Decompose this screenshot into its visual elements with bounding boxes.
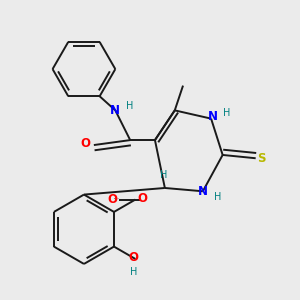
Text: H: H bbox=[125, 101, 133, 111]
Text: H: H bbox=[223, 108, 231, 118]
Text: O: O bbox=[137, 192, 147, 205]
Text: S: S bbox=[257, 152, 266, 165]
Text: H: H bbox=[130, 266, 137, 277]
Text: O: O bbox=[129, 251, 139, 264]
Text: N: N bbox=[198, 185, 208, 198]
Text: H: H bbox=[214, 192, 221, 202]
Text: H: H bbox=[160, 170, 167, 180]
Text: N: N bbox=[208, 110, 218, 124]
Text: methoxy: methoxy bbox=[114, 198, 120, 199]
Text: O: O bbox=[81, 137, 91, 150]
Text: O: O bbox=[107, 193, 117, 206]
Text: N: N bbox=[110, 104, 120, 117]
